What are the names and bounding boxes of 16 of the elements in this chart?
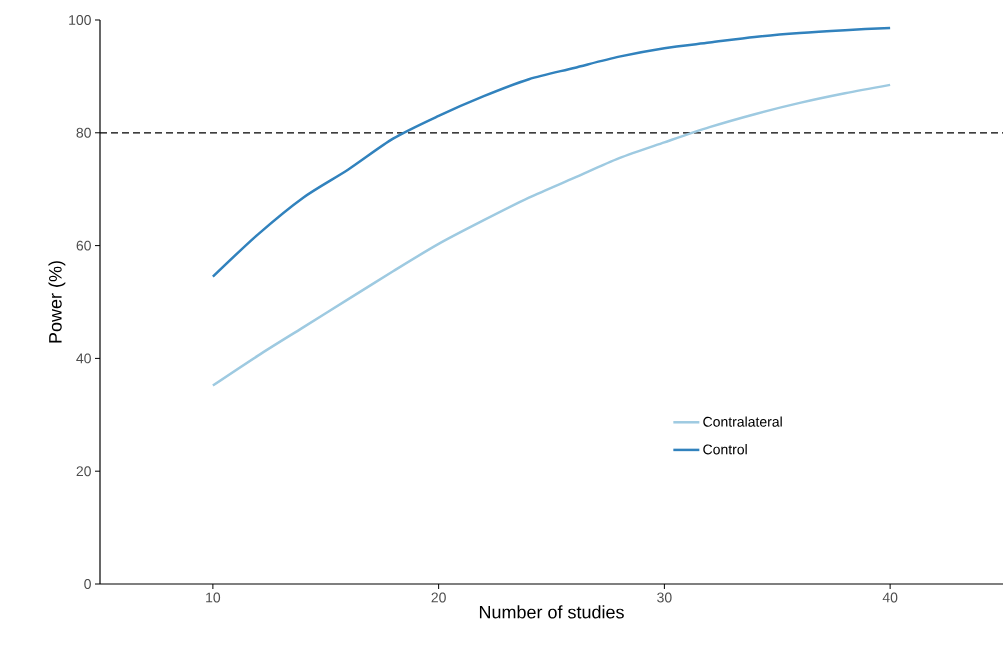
- y-tick-label: 80: [76, 127, 91, 138]
- legend-label: Control: [703, 444, 747, 455]
- x-axis-title: Number of studies: [479, 605, 624, 619]
- line-series: [211, 83, 892, 387]
- x-tick-label: 40: [882, 592, 898, 603]
- y-tick-label: 20: [76, 466, 91, 477]
- y-tick-label: 40: [76, 353, 91, 364]
- y-tick-label: 60: [76, 240, 91, 251]
- y-tick-label: 0: [84, 579, 91, 589]
- x-tick-label: 30: [657, 592, 672, 603]
- line-series: [211, 26, 892, 278]
- x-tick-label: 10: [206, 592, 221, 603]
- legend-label: Contralateral: [703, 416, 782, 427]
- x-tick-label: 20: [431, 592, 446, 603]
- y-tick-label: 100: [69, 15, 91, 25]
- y-axis-title: Power (%): [48, 261, 66, 343]
